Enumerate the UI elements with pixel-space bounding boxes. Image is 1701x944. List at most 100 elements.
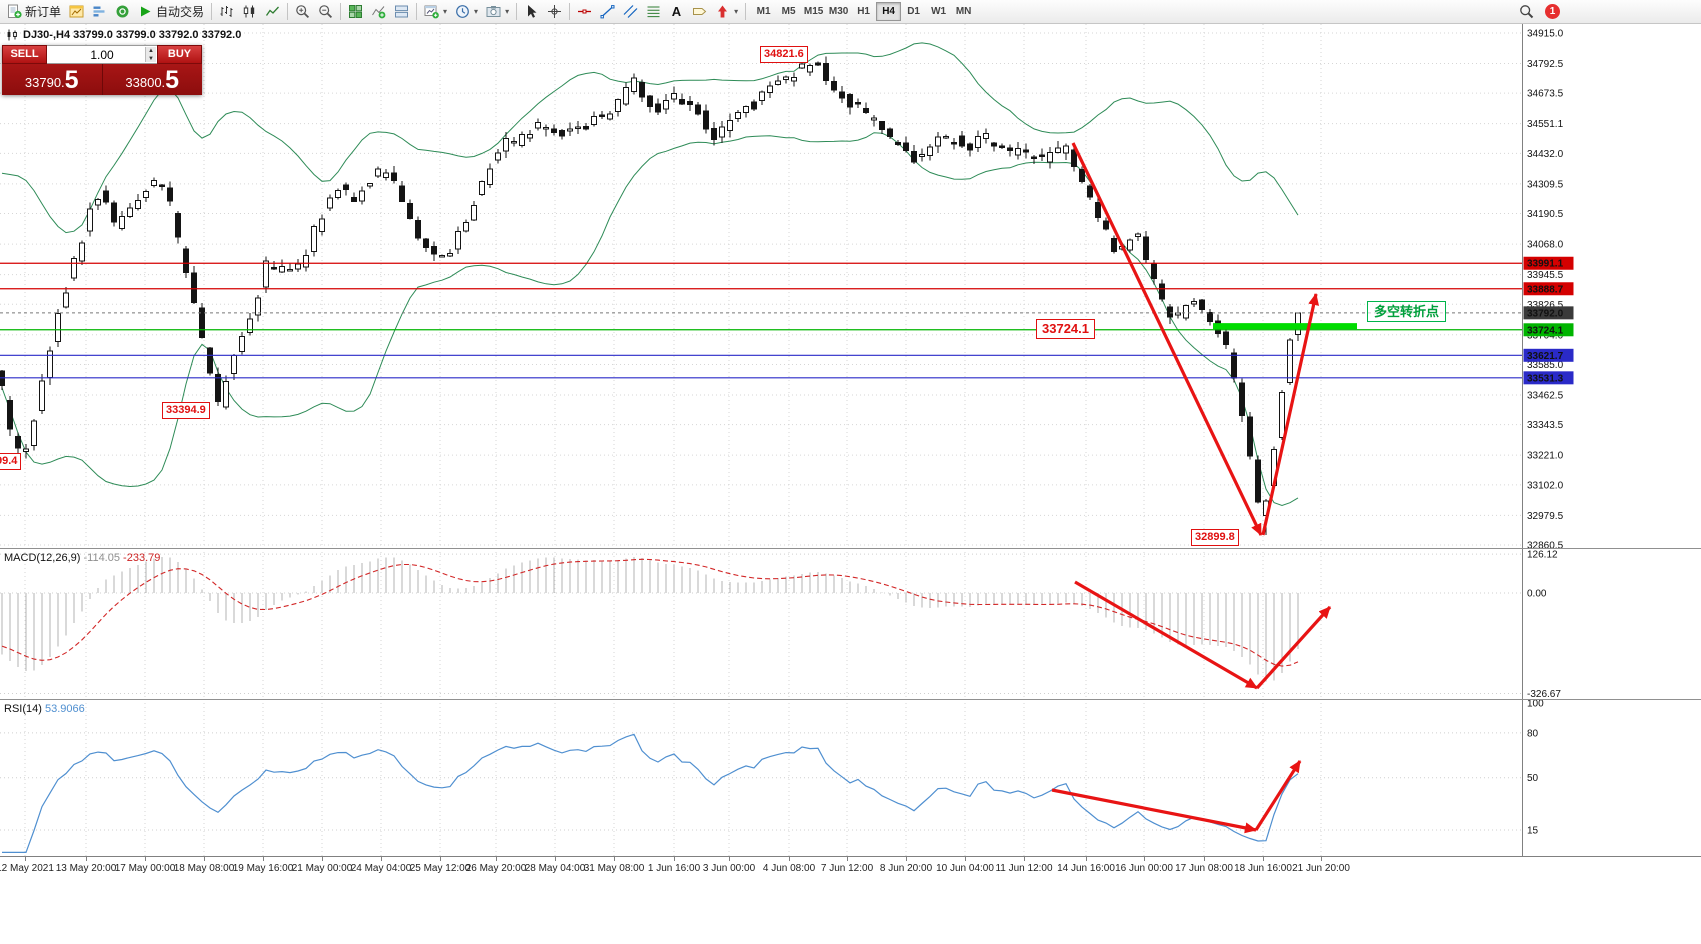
community-icon bbox=[115, 4, 130, 19]
objects-list-button[interactable] bbox=[390, 2, 413, 22]
dropdown-arrow-icon[interactable]: ▾ bbox=[443, 7, 448, 16]
time-tick bbox=[555, 857, 556, 861]
market-depth-button[interactable] bbox=[88, 2, 111, 22]
cursor-button[interactable] bbox=[520, 2, 543, 22]
equidistant-channel-button[interactable] bbox=[619, 2, 642, 22]
community-button[interactable] bbox=[111, 2, 134, 22]
dropdown-arrow-icon[interactable]: ▾ bbox=[505, 7, 510, 16]
price-chart-panel[interactable]: 34915.0 34792.5 34673.5 34551.1 34432.0 34309… bbox=[0, 24, 1701, 548]
time-axis-label: 7 Jun 12:00 bbox=[820, 863, 874, 874]
volume-value[interactable]: 1.00 bbox=[90, 47, 114, 62]
trendline-button[interactable] bbox=[596, 2, 619, 22]
crosshair-button[interactable] bbox=[543, 2, 566, 22]
rsi-axis-label: 15 bbox=[1527, 825, 1539, 836]
timeframe-m1-button[interactable]: M1 bbox=[751, 2, 776, 21]
time-axis-label: 18 Jun 16:00 bbox=[1234, 863, 1292, 874]
support-price-label[interactable]: 33724.1 bbox=[1036, 319, 1095, 339]
candlestick-chart-button[interactable] bbox=[238, 2, 261, 22]
time-axis-label: 25 May 12:00 bbox=[409, 863, 471, 874]
time-axis-label: 17 Jun 08:00 bbox=[1175, 863, 1233, 874]
zoom-out-icon bbox=[318, 4, 333, 19]
timeframe-h1-button[interactable]: H1 bbox=[851, 2, 876, 21]
swing-low-may-label[interactable]: 33394.9 bbox=[162, 402, 210, 419]
trend-arrow[interactable] bbox=[1071, 142, 1263, 536]
timeframe-m15-button[interactable]: M15 bbox=[801, 2, 826, 21]
time-axis-label: 24 May 04:00 bbox=[350, 863, 412, 874]
time-axis-label: 21 Jun 20:00 bbox=[1292, 863, 1350, 874]
timeframe-d1-button[interactable]: D1 bbox=[901, 2, 926, 21]
timeframe-m5-button[interactable]: M5 bbox=[776, 2, 801, 21]
volume-stepper[interactable]: ▲ ▼ bbox=[145, 47, 156, 62]
horizontal-line-button[interactable] bbox=[573, 2, 596, 22]
chart-snapshot-button[interactable]: ▾ bbox=[482, 2, 513, 22]
bar-chart-button[interactable] bbox=[215, 2, 238, 22]
time-tick bbox=[263, 857, 264, 861]
time-tick bbox=[322, 857, 323, 861]
timeframe-w1-button[interactable]: W1 bbox=[926, 2, 951, 21]
dropdown-arrow-icon[interactable]: ▾ bbox=[734, 7, 739, 16]
auto-trading-button-label: 自动交易 bbox=[156, 5, 205, 19]
text-label-button[interactable] bbox=[688, 2, 711, 22]
bollinger-upper-band[interactable] bbox=[1, 42, 1299, 234]
notification-badge[interactable]: 1 bbox=[1545, 4, 1560, 19]
sell-button[interactable]: SELL bbox=[2, 45, 47, 64]
new-chart-button[interactable]: ▾ bbox=[420, 2, 451, 22]
auto-trading-button[interactable]: 自动交易 bbox=[134, 2, 208, 22]
toolbar-separator bbox=[287, 3, 289, 20]
buy-price[interactable]: 33800. 5 bbox=[101, 64, 203, 95]
rsi-line bbox=[2, 733, 1299, 853]
indicators-icon bbox=[371, 4, 386, 19]
profiles-button[interactable]: ▾ bbox=[451, 2, 482, 22]
price-tick-label: 34432.0 bbox=[1527, 149, 1564, 160]
time-axis-label: 3 Jun 00:00 bbox=[702, 863, 756, 874]
indicators-button[interactable] bbox=[367, 2, 390, 22]
time-tick bbox=[1086, 857, 1087, 861]
trend-arrow[interactable] bbox=[1255, 605, 1332, 690]
swing-low-june-label[interactable]: 32899.8 bbox=[1191, 529, 1239, 546]
chart-window-button[interactable] bbox=[65, 2, 88, 22]
time-axis-label: 16 Jun 00:00 bbox=[1115, 863, 1173, 874]
macd-histogram bbox=[1, 557, 1299, 682]
tile-windows-button[interactable] bbox=[344, 2, 367, 22]
time-axis-label: 8 Jun 20:00 bbox=[879, 863, 933, 874]
text-button[interactable]: A bbox=[665, 2, 688, 22]
timeframe-mn-button[interactable]: MN bbox=[951, 2, 976, 21]
volume-down-icon[interactable]: ▼ bbox=[148, 56, 154, 62]
buy-button[interactable]: BUY bbox=[157, 45, 202, 64]
timeframe-toolbar: M1 M5 M15 M30 H1 H4 D1 W1 MN bbox=[751, 2, 976, 21]
trend-arrow[interactable] bbox=[1051, 788, 1257, 834]
dropdown-arrow-icon[interactable]: ▾ bbox=[474, 7, 479, 16]
time-tick bbox=[381, 857, 382, 861]
arrow-objects-button[interactable]: ▾ bbox=[711, 2, 742, 22]
zoom-in-button[interactable] bbox=[291, 2, 314, 22]
line-chart-button[interactable] bbox=[261, 2, 284, 22]
price-tick-label: 34190.5 bbox=[1527, 209, 1564, 220]
turning-point-annotation[interactable]: 多空转折点 bbox=[1367, 301, 1447, 322]
svg-text:A: A bbox=[672, 4, 682, 19]
timeframe-h4-button[interactable]: H4 bbox=[876, 2, 902, 21]
search-button[interactable] bbox=[1515, 2, 1538, 22]
left-edge-price-label[interactable]: 99.4 bbox=[0, 453, 22, 470]
trend-arrow[interactable] bbox=[1254, 760, 1302, 831]
fibonacci-button[interactable] bbox=[642, 2, 665, 22]
new-order-button[interactable]: 新订单 bbox=[3, 2, 65, 22]
time-axis-label: 18 May 08:00 bbox=[173, 863, 235, 874]
zoom-out-button[interactable] bbox=[314, 2, 337, 22]
dj30-chart-window: 34915.0 34792.5 34673.5 34551.1 34432.0 34309… bbox=[0, 24, 1701, 944]
toolbar-separator bbox=[416, 3, 418, 20]
time-axis-label: 21 May 00:00 bbox=[291, 863, 353, 874]
new-chart-icon bbox=[424, 4, 439, 19]
time-axis-label: 26 May 20:00 bbox=[465, 863, 527, 874]
volume-up-icon[interactable]: ▲ bbox=[148, 48, 154, 54]
macd-indicator-panel[interactable]: 126.12 0.00 -326.67 MACD(12,26,9) -114.05 -… bbox=[0, 548, 1701, 699]
time-axis: 12 May 2021 13 May 20:00 17 May 00:00 18 Ma… bbox=[0, 857, 1701, 944]
trend-arrow[interactable] bbox=[1074, 580, 1258, 690]
swing-high-label[interactable]: 34821.6 bbox=[760, 46, 808, 63]
textA-icon: A bbox=[669, 4, 684, 19]
sell-price[interactable]: 33790. 5 bbox=[24, 66, 79, 94]
rsi-indicator-panel[interactable]: 100 80 50 15 RSI(14) 53.9066 bbox=[0, 699, 1701, 857]
timeframe-m30-button[interactable]: M30 bbox=[826, 2, 851, 21]
volume-control[interactable]: 1.00 ▲ ▼ bbox=[47, 45, 157, 64]
trend-arrow[interactable] bbox=[1261, 293, 1320, 536]
hline-icon bbox=[577, 4, 592, 19]
